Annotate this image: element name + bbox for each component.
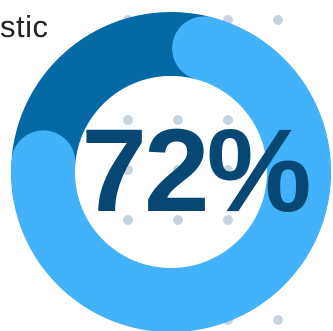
donut-value-slice [11, 12, 331, 331]
background-dot [173, 165, 183, 175]
background-dot [173, 215, 183, 225]
background-dot [273, 15, 283, 25]
background-dot [123, 215, 133, 225]
background-dot [223, 215, 233, 225]
background-dot [173, 115, 183, 125]
partial-caption: stic [0, 9, 49, 44]
background-dot [123, 165, 133, 175]
donut-layer [11, 12, 331, 331]
background-dot [223, 115, 233, 125]
background-dot [223, 165, 233, 175]
background-dot [123, 115, 133, 125]
background-dot [273, 315, 283, 325]
percentage-label: 72% [81, 105, 311, 237]
